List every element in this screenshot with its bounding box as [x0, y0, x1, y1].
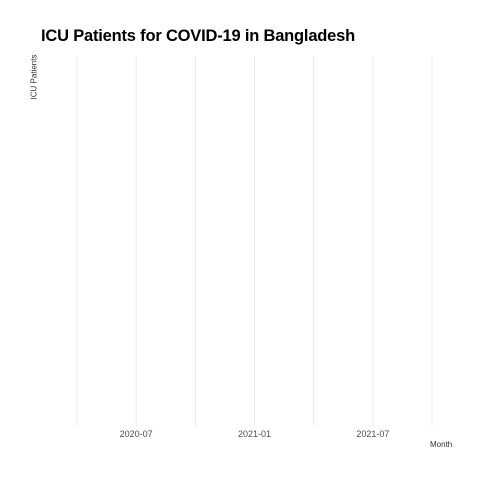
x-tick-label-2020-07: 2020-07: [120, 429, 153, 439]
x-tick-label-2021-01: 2021-01: [238, 429, 271, 439]
x-axis-label: Month: [430, 440, 453, 449]
chart-title: ICU Patients for COVID-19 in Bangladesh: [41, 27, 356, 45]
x-tick-labels: 2020-07 2021-01 2021-07: [120, 429, 390, 439]
x-tick-label-2021-07: 2021-07: [356, 429, 389, 439]
gridlines: [76, 56, 433, 426]
